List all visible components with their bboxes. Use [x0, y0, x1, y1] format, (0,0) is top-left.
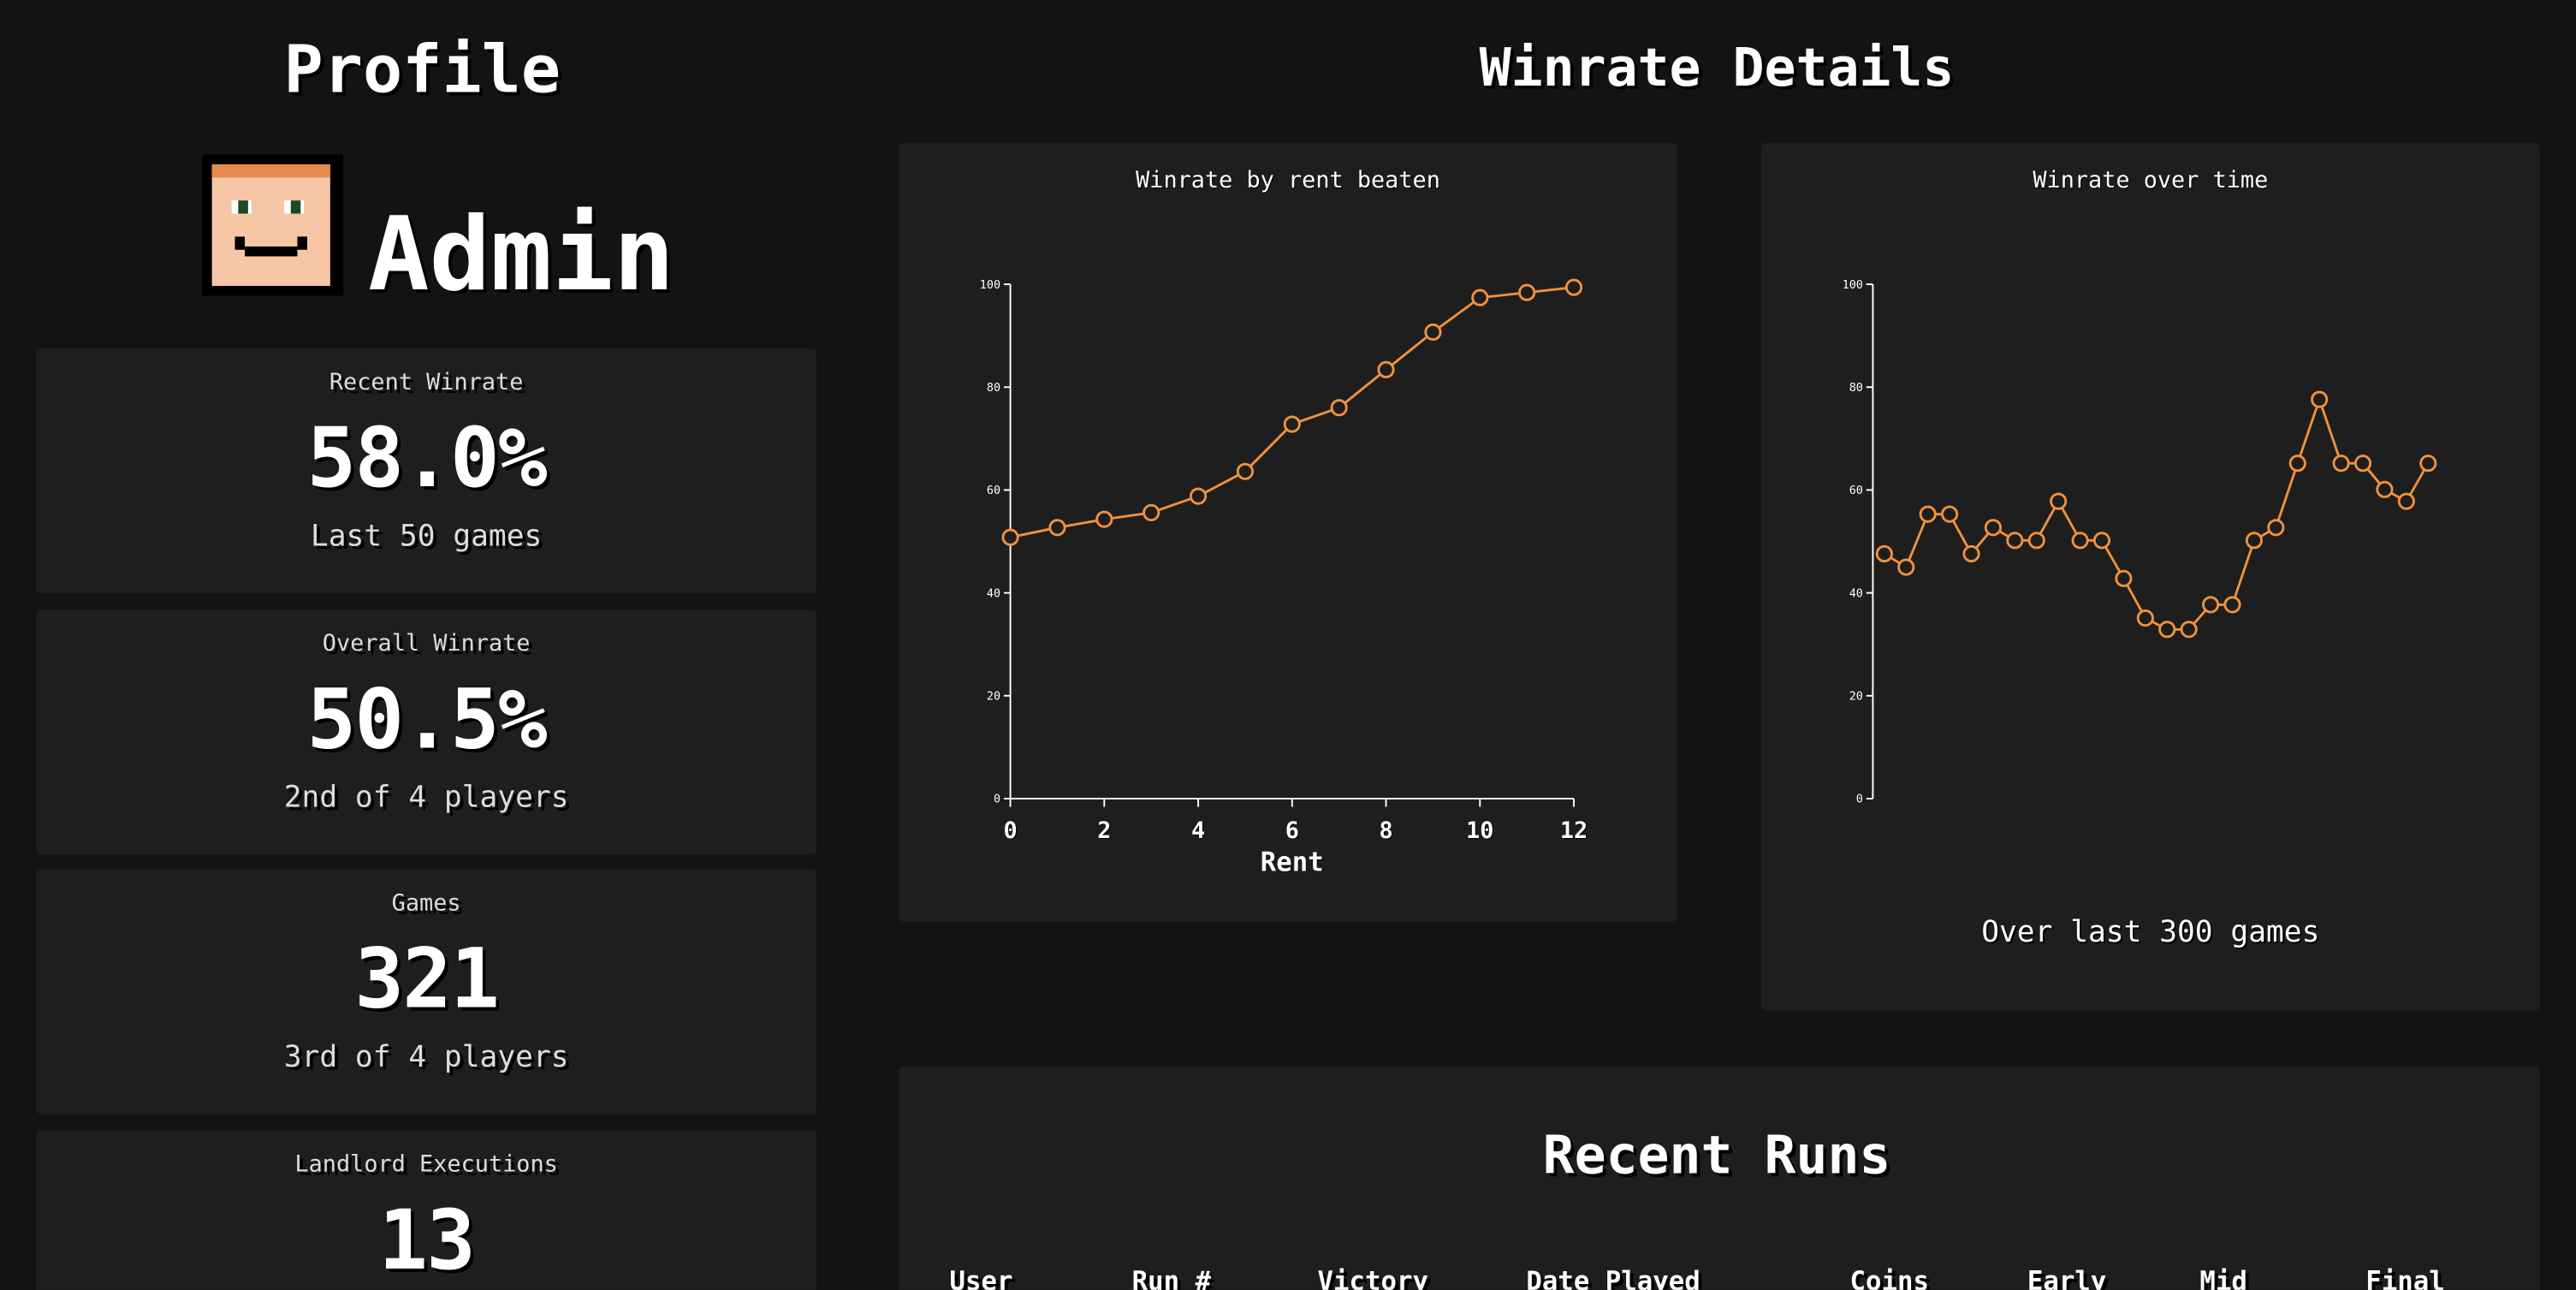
stat-card: Games 321 3rd of 4 players: [36, 870, 817, 1115]
point: [2136, 609, 2154, 627]
column-header: Date Played: [1526, 1265, 1701, 1290]
column-header: User: [949, 1265, 1013, 1290]
point: [1471, 288, 1489, 306]
point: [1048, 519, 1066, 537]
column-header: Mid: [2199, 1265, 2247, 1290]
stat-card: Overall Winrate 50.5% 2nd of 4 players: [36, 609, 817, 854]
y-tick-label: 100: [1843, 279, 1863, 292]
point: [1919, 505, 1937, 523]
recent-runs-title: Recent Runs: [1542, 1124, 1891, 1186]
stat-sub: 3rd of 4 players: [283, 1040, 569, 1076]
y-tick-label: 40: [987, 587, 1000, 600]
y-tick-label: 20: [987, 691, 1000, 704]
chart-caption: Over last 300 games: [1981, 915, 2319, 949]
x-axis-label: Rent: [1261, 847, 1324, 877]
point: [2115, 569, 2133, 587]
stat-value: 321: [354, 932, 500, 1028]
point: [2353, 455, 2372, 473]
column-header: Coins: [1849, 1265, 1929, 1290]
point: [1424, 323, 1442, 342]
chart: Winrate by rent beaten 0 20 40 60 80 100 0 2 4 6 8 1…: [980, 167, 1588, 878]
point: [2376, 480, 2394, 498]
chart-panel: Winrate by rent beaten 0 20 40 60 80 100 0 2 4 6 8 1…: [899, 143, 1677, 922]
y-tick-label: 80: [987, 382, 1000, 395]
point: [2092, 532, 2111, 550]
point: [2027, 532, 2045, 550]
y-tick-label: 100: [980, 279, 1000, 292]
username: Admin: [367, 193, 675, 314]
point: [1940, 505, 1959, 523]
x-tick-label: 6: [1285, 817, 1299, 844]
stat-value: 50.5%: [306, 671, 547, 767]
column-header: Run #: [1131, 1265, 1212, 1290]
point: [1875, 544, 1893, 563]
x-tick-label: 4: [1191, 817, 1205, 844]
column-header: Early: [2027, 1265, 2107, 1290]
stat-label: Overall Winrate: [322, 630, 531, 657]
point: [1330, 399, 1348, 417]
point: [1283, 415, 1301, 433]
point: [2419, 455, 2437, 473]
point: [2332, 455, 2350, 473]
y-tick-label: 20: [1849, 691, 1863, 704]
point: [1095, 510, 1113, 528]
line: [1884, 395, 2430, 631]
point: [2071, 532, 2089, 550]
point: [2006, 532, 2024, 550]
point: [2397, 492, 2415, 510]
point: [2050, 492, 2068, 510]
stat-label: Recent Winrate: [329, 369, 524, 396]
point: [2201, 596, 2220, 614]
x-tick-label: 2: [1097, 817, 1111, 844]
stat-sub: Last 50 games: [310, 519, 543, 554]
point: [2158, 621, 2176, 639]
point: [1236, 462, 1255, 480]
point: [2311, 390, 2329, 408]
column-header: Final: [2365, 1265, 2445, 1290]
stat-label: Landlord Executions: [294, 1151, 558, 1179]
y-tick-label: 60: [987, 484, 1000, 497]
point: [2180, 621, 2198, 639]
point: [1143, 503, 1160, 521]
point: [2245, 532, 2263, 550]
point: [1189, 487, 1208, 505]
stat-card: Landlord Executions 13: [36, 1130, 817, 1290]
point: [2267, 519, 2285, 537]
chart: Winrate over time 0 20 40 60 80 100 Over last 3…: [1843, 167, 2437, 949]
point: [1564, 278, 1583, 296]
y-tick-label: 60: [1849, 484, 1863, 497]
point: [1897, 558, 1915, 576]
chart-title: Winrate by rent beaten: [1136, 167, 1440, 193]
point: [1518, 283, 1536, 301]
y-tick-label: 40: [1849, 587, 1863, 600]
chart-panel: Winrate over time 0 20 40 60 80 100 Over last 3…: [1760, 143, 2540, 1011]
stat-card: Recent Winrate 58.0% Last 50 games: [36, 348, 817, 593]
point: [2223, 596, 2241, 614]
y-tick-label: 0: [1856, 794, 1863, 806]
stat-value: 58.0%: [306, 410, 547, 507]
avatar: [202, 154, 344, 296]
profile-title: Profile: [283, 33, 561, 109]
point: [2288, 455, 2306, 473]
point: [1377, 360, 1395, 378]
y-tick-label: 0: [994, 794, 1000, 806]
y-tick-label: 80: [1849, 382, 1863, 395]
recent-runs-panel: [899, 1066, 2540, 1290]
stat-value: 13: [378, 1192, 476, 1289]
x-tick-label: 10: [1466, 817, 1493, 844]
stat-sub: 2nd of 4 players: [283, 780, 569, 815]
chart-title: Winrate over time: [2033, 167, 2268, 193]
point: [1984, 519, 2002, 537]
point: [1962, 544, 1980, 563]
x-tick-label: 0: [1003, 817, 1017, 844]
line: [1010, 286, 1575, 539]
stat-label: Games: [391, 891, 461, 918]
point: [1001, 528, 1019, 546]
x-tick-label: 8: [1379, 817, 1392, 844]
x-tick-label: 12: [1560, 817, 1588, 844]
details-title: Winrate Details: [1479, 36, 1955, 99]
column-header: Victory: [1317, 1265, 1429, 1290]
